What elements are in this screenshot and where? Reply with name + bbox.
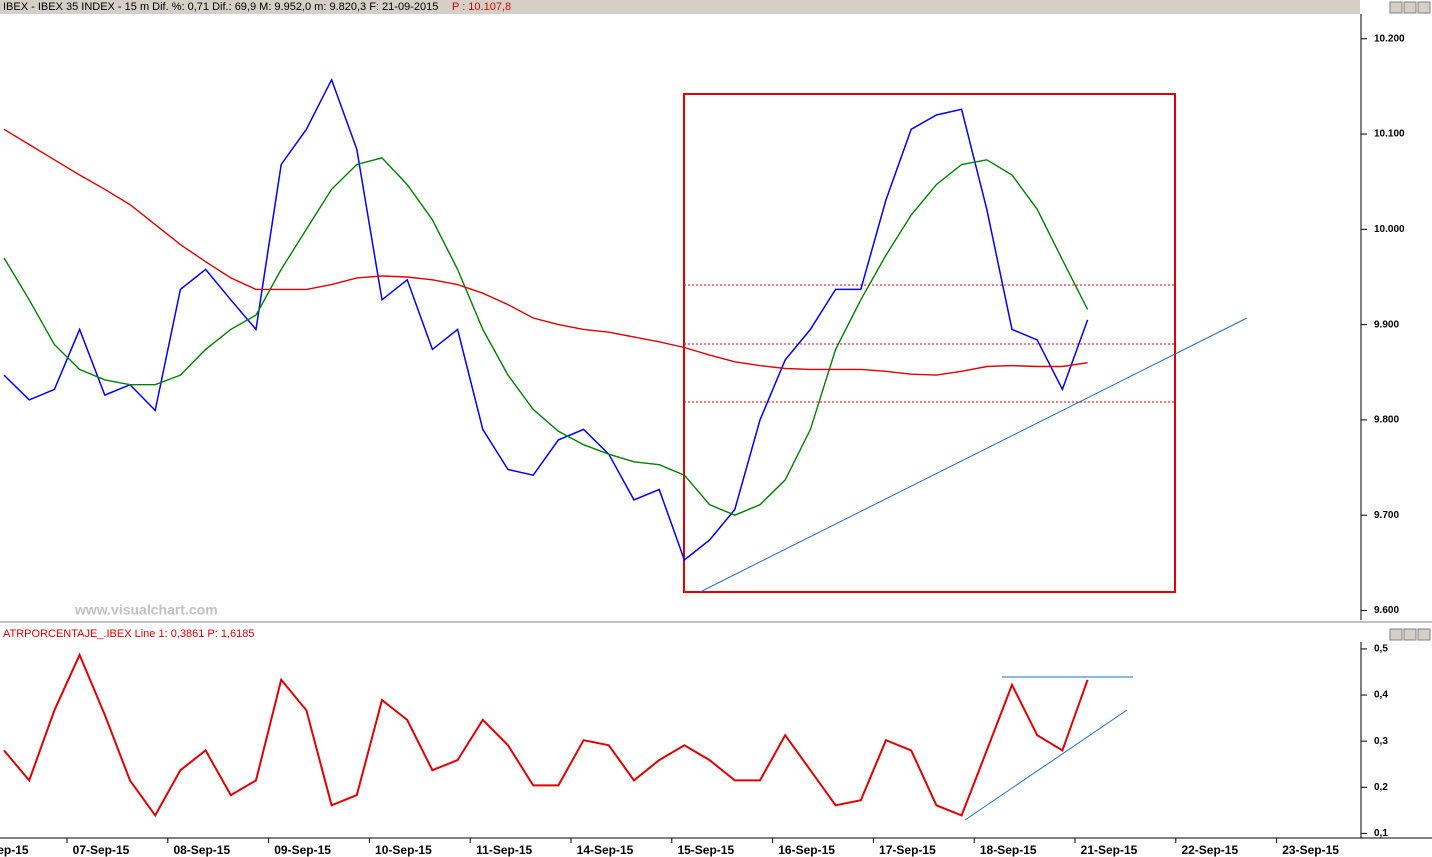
series-line	[3, 652, 1089, 818]
close-button[interactable]	[1417, 1, 1431, 14]
y-tick-label: 9.800	[1374, 415, 1399, 426]
x-tick-label: 11-Sep-15	[476, 843, 532, 857]
x-tick-label: 07-Sep-15	[73, 843, 130, 857]
minimize-button[interactable]	[1389, 628, 1403, 641]
x-tick-label: 22-Sep-15	[1181, 843, 1238, 857]
chart-title: IBEX - IBEX 35 INDEX - 15 m Dif. %: 0,71…	[3, 1, 438, 13]
y-tick-label: 0,2	[1374, 782, 1388, 793]
maximize-button[interactable]	[1403, 628, 1417, 641]
y-tick-label: 10.200	[1374, 33, 1405, 44]
y-tick-label: 0,4	[1374, 690, 1388, 701]
indicator-title: ATRPORCENTAJE_.IBEX Line 1: 0,3861 P: 1,…	[3, 628, 255, 640]
x-tick-label: 23-Sep-15	[1282, 843, 1339, 857]
x-tick-label: 09-Sep-15	[274, 843, 331, 857]
minimize-button[interactable]	[1389, 1, 1403, 14]
series-line	[3, 128, 1088, 376]
y-tick-label: 10.100	[1374, 129, 1405, 140]
window-buttons[interactable]	[1389, 1, 1431, 641]
y-tick-label: 0,1	[1374, 828, 1388, 839]
header-bar	[0, 0, 1360, 14]
y-tick-label: 0,5	[1374, 644, 1388, 655]
range-box	[683, 93, 1176, 593]
x-tick-label: 15-Sep-15	[677, 843, 734, 857]
maximize-button[interactable]	[1403, 1, 1417, 14]
y-tick-label: 9.900	[1374, 319, 1399, 330]
series-line	[3, 77, 1089, 562]
x-tick-label: 16-Sep-15	[778, 843, 835, 857]
y-tick-label: 9.600	[1374, 605, 1399, 616]
close-button[interactable]	[1417, 628, 1431, 641]
x-tick-label: 21-Sep-15	[1081, 843, 1138, 857]
sub-header	[0, 626, 1360, 640]
y-tick-label: 10.000	[1374, 224, 1405, 235]
x-tick-label: 18-Sep-15	[980, 843, 1037, 857]
watermark: www.visualchart.com	[74, 602, 218, 618]
x-tick-label: 10-Sep-15	[375, 843, 432, 857]
x-tick-label: 14-Sep-15	[577, 843, 634, 857]
x-tick-label: 17-Sep-15	[879, 843, 936, 857]
x-tick-label: 08-Sep-15	[173, 843, 230, 857]
trend-line	[699, 317, 1248, 593]
series-line	[3, 157, 1089, 516]
last-price: P : 10.107,8	[452, 1, 511, 13]
x-tick-label: 04-Sep-15	[0, 843, 29, 857]
trend-line	[964, 709, 1128, 821]
y-tick-label: 0,3	[1374, 736, 1388, 747]
y-tick-label: 9.700	[1374, 510, 1399, 521]
